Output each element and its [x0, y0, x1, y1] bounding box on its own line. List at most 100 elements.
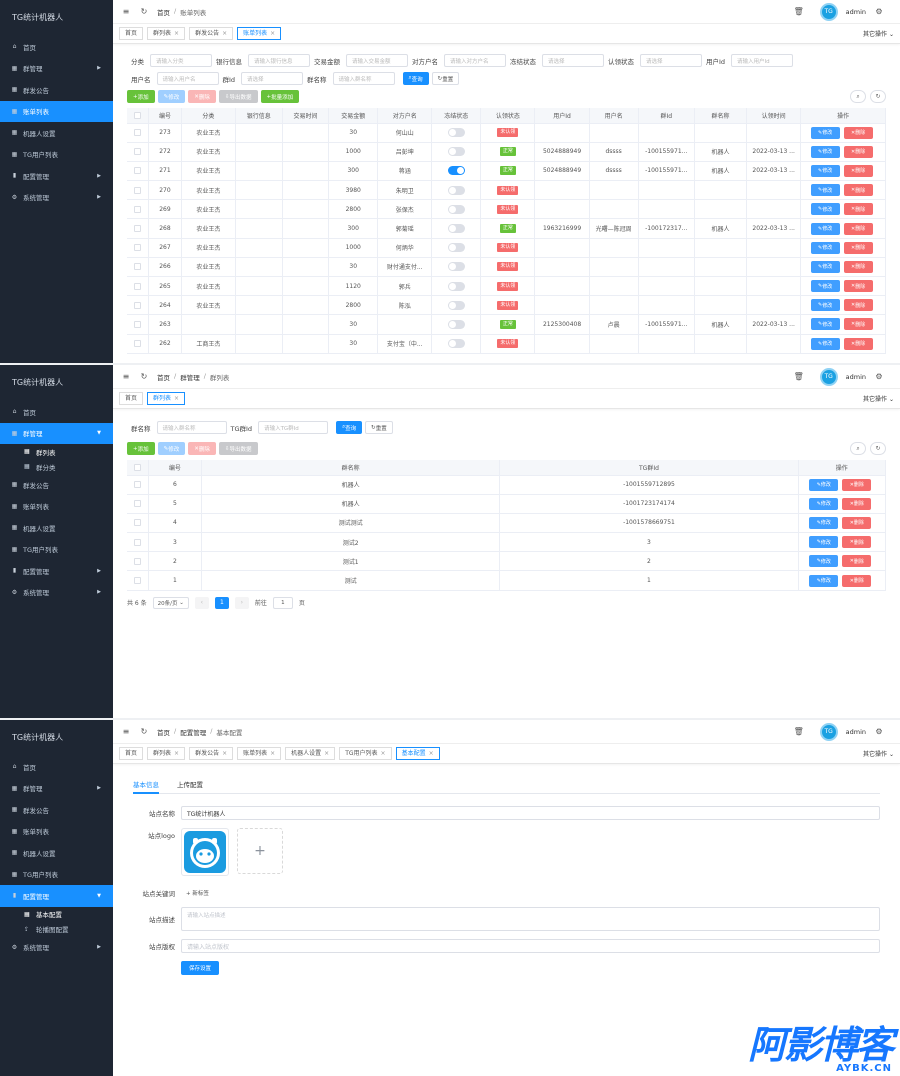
refresh-icon[interactable]: ↻	[870, 442, 886, 455]
menu-system[interactable]: ⚙ 系统管理 ▶	[11, 193, 101, 203]
row-edit-button[interactable]: ✎ 修改	[809, 555, 839, 568]
other-ops[interactable]: 其它操作 ⌄	[863, 396, 894, 403]
menu-robot[interactable]: ▦ 机器人设置	[11, 524, 56, 533]
menu-bills[interactable]: ▦ 账单列表	[11, 827, 49, 837]
menu-config[interactable]: ▮ 配置管理 ▶	[12, 567, 101, 576]
tag-group-list[interactable]: 群列表 ×	[147, 747, 186, 760]
group-name-input[interactable]: 请输入群名称	[156, 421, 227, 434]
row-delete-button[interactable]: ✕ 删除	[842, 497, 872, 510]
search-button[interactable]: ⌕ 查询	[336, 421, 363, 434]
frozen-switch[interactable]	[447, 147, 465, 157]
row-edit-button[interactable]: ✎ 修改	[810, 203, 840, 216]
menu-system[interactable]: ⚙ 系统管理 ▶	[11, 943, 101, 953]
menu-home[interactable]: ⌂ 首页	[12, 763, 36, 772]
frozen-switch[interactable]	[447, 204, 465, 214]
filter-input[interactable]: 请选择	[241, 72, 304, 85]
reset-button[interactable]: ↻ 重置	[431, 72, 460, 85]
page-1-button[interactable]: 1	[214, 596, 229, 609]
new-tag-button[interactable]: + 新标签	[181, 886, 214, 899]
row-checkbox[interactable]	[127, 238, 150, 258]
batch-add-button[interactable]: + 批量添加	[260, 90, 300, 103]
page-size-select[interactable]: 20条/页 ⌄	[152, 596, 189, 609]
other-ops[interactable]: 其它操作 ⌄	[863, 31, 894, 38]
submenu-group-list[interactable]: ▦ 群列表	[24, 448, 56, 457]
filter-input[interactable]: 请输入用户名	[156, 72, 219, 85]
tag-bills[interactable]: 账单列表 ×	[237, 747, 282, 760]
add-button[interactable]: + 添加	[127, 90, 155, 103]
row-edit-button[interactable]: ✎ 修改	[810, 145, 840, 158]
submenu-basic-config[interactable]: ▦ 基本配置	[24, 910, 62, 920]
row-delete-button[interactable]: ✕ 删除	[843, 280, 873, 293]
row-checkbox[interactable]	[127, 123, 150, 143]
row-edit-button[interactable]: ✎ 修改	[809, 536, 839, 549]
row-delete-button[interactable]: ✕ 删除	[842, 574, 872, 587]
row-checkbox[interactable]	[127, 314, 150, 335]
refresh-icon[interactable]: ↻	[140, 727, 148, 736]
row-checkbox[interactable]	[127, 513, 149, 534]
tag-group-list[interactable]: 群列表 ×	[147, 392, 186, 405]
menu-bills[interactable]: ▦ 账单列表	[11, 502, 49, 512]
tab-basic-info[interactable]: 基本信息	[133, 778, 159, 794]
row-edit-button[interactable]: ✎ 修改	[809, 516, 839, 529]
menu-home[interactable]: ⌂ 首页	[12, 408, 36, 417]
gear-icon[interactable]: ⚙	[875, 7, 883, 16]
site-copyright-input[interactable]: 请输入站点版权	[181, 939, 880, 953]
filter-input[interactable]: 请输入银行信息	[248, 54, 310, 67]
select-all-checkbox[interactable]	[127, 108, 150, 124]
avatar[interactable]: TG	[819, 722, 838, 741]
filter-input[interactable]: 请输入分类	[150, 54, 212, 67]
row-checkbox[interactable]	[127, 551, 149, 572]
row-checkbox[interactable]	[127, 161, 150, 182]
tag-group-list[interactable]: 群列表 ×	[147, 27, 186, 40]
row-edit-button[interactable]: ✎ 修改	[809, 497, 839, 510]
frozen-switch[interactable]	[447, 319, 465, 329]
row-delete-button[interactable]: ✕ 删除	[843, 145, 873, 158]
row-edit-button[interactable]: ✎ 修改	[810, 299, 840, 312]
row-edit-button[interactable]: ✎ 修改	[810, 337, 840, 350]
refresh-icon[interactable]: ↻	[140, 372, 148, 381]
frozen-switch[interactable]	[447, 166, 465, 176]
row-checkbox[interactable]	[127, 295, 150, 316]
filter-input[interactable]: 请输入用户Id	[731, 54, 794, 67]
menu-group-mgmt[interactable]: ▦ 群管理 ▼	[0, 422, 113, 444]
row-checkbox[interactable]	[127, 199, 150, 220]
row-delete-button[interactable]: ✕ 删除	[843, 164, 873, 177]
frozen-switch[interactable]	[447, 281, 465, 291]
goto-page-input[interactable]: 1	[272, 596, 293, 609]
tag-basic-config[interactable]: 基本配置 ×	[395, 747, 440, 760]
row-edit-button[interactable]: ✎ 修改	[810, 164, 840, 177]
edit-button[interactable]: ✎ 修改	[157, 442, 186, 455]
frozen-switch[interactable]	[447, 185, 465, 195]
tag-home[interactable]: 首页	[119, 747, 144, 760]
username[interactable]: admin	[845, 7, 866, 16]
row-edit-button[interactable]: ✎ 修改	[810, 241, 840, 254]
add-button[interactable]: + 添加	[127, 442, 155, 455]
row-delete-button[interactable]: ✕ 删除	[842, 516, 872, 529]
submenu-group-category[interactable]: ▦ 群分类	[24, 463, 56, 472]
delete-button[interactable]: ✕ 删除	[188, 90, 216, 103]
filter-input[interactable]: 请选择	[542, 54, 604, 67]
row-delete-button[interactable]: ✕ 删除	[843, 337, 873, 350]
row-delete-button[interactable]: ✕ 删除	[843, 318, 873, 331]
filter-input[interactable]: 请输入交易金额	[346, 54, 408, 67]
row-checkbox[interactable]	[127, 494, 149, 514]
menu-announce[interactable]: ▦ 群发公告	[11, 86, 49, 95]
row-checkbox[interactable]	[127, 276, 150, 297]
tag-announce[interactable]: 群发公告 ×	[189, 27, 234, 40]
search-button[interactable]: ⌕ 查询	[402, 72, 429, 85]
username[interactable]: admin	[845, 727, 866, 736]
frozen-switch[interactable]	[447, 300, 465, 310]
menu-system[interactable]: ⚙ 系统管理 ▶	[11, 588, 101, 598]
refresh-icon[interactable]: ↻	[140, 7, 148, 16]
tag-home[interactable]: 首页	[119, 27, 144, 40]
trash-icon[interactable]: 🗑	[793, 372, 804, 381]
menu-announce[interactable]: ▦ 群发公告	[11, 806, 49, 815]
filter-input[interactable]: 请选择	[640, 54, 702, 67]
hamburger-icon[interactable]: ≡	[122, 7, 130, 16]
trash-icon[interactable]: 🗑	[793, 7, 804, 16]
filter-input[interactable]: 请输入群名称	[332, 72, 395, 85]
export-button[interactable]: ⇩ 导出数据	[218, 442, 258, 455]
tg-group-id-input[interactable]: 请输入TG群Id	[258, 421, 329, 434]
row-delete-button[interactable]: ✕ 删除	[843, 241, 873, 254]
refresh-icon[interactable]: ↻	[870, 90, 886, 103]
